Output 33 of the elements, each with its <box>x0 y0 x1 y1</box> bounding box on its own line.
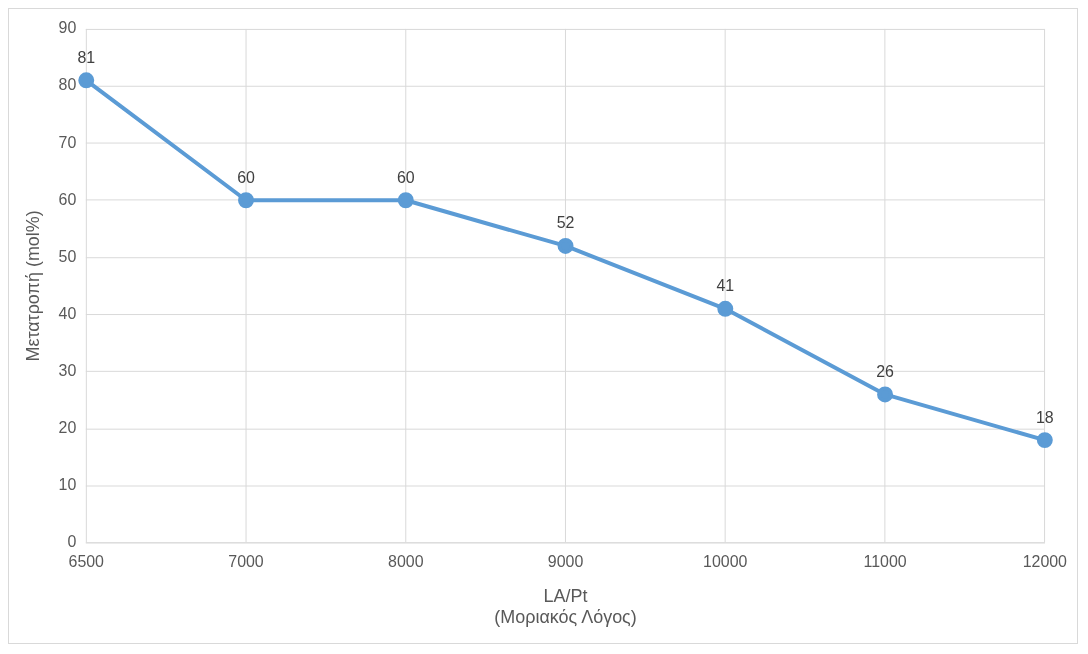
data-label: 60 <box>237 168 256 186</box>
y-tick-label: 0 <box>67 533 77 551</box>
x-tick-label: 11000 <box>863 552 907 570</box>
y-axis-title: Μετατροπή (mol%) <box>22 210 43 362</box>
y-tick-label: 50 <box>58 247 77 265</box>
x-tick-label: 12000 <box>1022 552 1068 570</box>
x-tick-label: 7000 <box>228 552 264 570</box>
y-tick-label: 10 <box>58 476 77 494</box>
x-tick-label: 10000 <box>703 552 748 570</box>
y-tick-label: 60 <box>58 190 77 208</box>
x-tick-label: 8000 <box>388 552 424 570</box>
y-tick-label: 90 <box>58 19 77 37</box>
x-tick-label: 9000 <box>547 552 584 570</box>
point <box>557 237 574 254</box>
y-tick-label: 70 <box>58 133 77 151</box>
point <box>1036 432 1053 449</box>
data-label: 41 <box>716 277 735 295</box>
y-tick-label: 40 <box>58 304 77 322</box>
x-axis-title: LA/Pt (Μοριακός Λόγος) <box>494 585 637 628</box>
y-tick-label: 30 <box>58 361 77 379</box>
point <box>717 300 734 317</box>
point <box>397 192 414 209</box>
y-tick-label: 80 <box>58 76 77 94</box>
point <box>877 386 894 403</box>
point <box>78 72 95 89</box>
data-label: 52 <box>556 214 575 232</box>
x-tick-label: 6500 <box>68 552 105 570</box>
data-label: 81 <box>77 48 96 66</box>
data-label: 18 <box>1035 408 1054 426</box>
point <box>238 192 254 209</box>
y-tick-label: 20 <box>58 419 77 437</box>
data-label: 26 <box>876 362 895 380</box>
data-label: 60 <box>396 168 415 186</box>
